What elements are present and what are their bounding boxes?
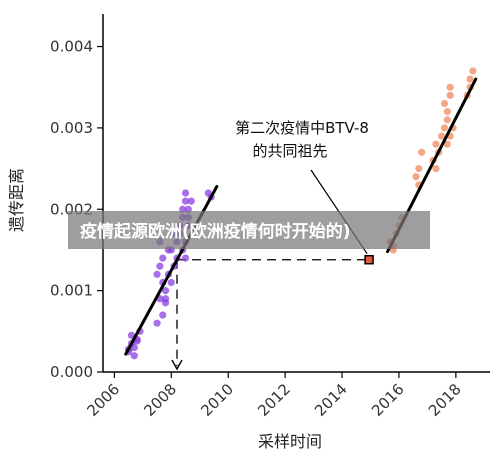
data-point-series-1 [187, 197, 195, 205]
y-tick-label: 0.001 [50, 282, 93, 300]
data-point-series-2 [440, 99, 449, 108]
data-point-series-1 [181, 197, 190, 205]
annotation-line-2: 的共同祖先 [252, 142, 327, 160]
data-point-series-2 [440, 124, 449, 132]
data-point-series-1 [162, 287, 170, 295]
x-ticks: 2006 2008 2010 2012 2014 2016 2018 [83, 372, 465, 420]
data-point-series-1 [162, 295, 170, 303]
data-point-series-1 [167, 278, 175, 287]
data-point-series-1 [181, 254, 190, 262]
ancestor-arrow-head [171, 359, 183, 371]
data-point-series-1 [156, 262, 164, 270]
axes [102, 14, 490, 373]
x-tick-label: 2008 [140, 380, 180, 420]
data-point-series-2 [432, 164, 440, 173]
annotation-line-1: 第二次疫情中BTV-8 [235, 119, 369, 137]
data-point-series-2 [469, 67, 477, 75]
y-tick-label: 0.004 [50, 38, 93, 56]
data-point-series-2 [432, 140, 440, 148]
data-point-series-2 [466, 75, 474, 83]
data-point-series-2 [446, 83, 454, 91]
y-axis-title: 遗传距离 [7, 168, 26, 232]
data-point-series-2 [446, 91, 454, 99]
data-point-series-1 [153, 270, 161, 278]
data-point-series-2 [415, 164, 423, 173]
data-point-series-2 [443, 108, 451, 116]
data-point-series-2 [412, 173, 420, 181]
y-tick-label: 0.000 [50, 363, 93, 381]
x-tick-label: 2012 [254, 380, 294, 420]
data-point-series-1 [159, 254, 167, 262]
data-point-series-2 [443, 140, 451, 148]
x-tick-label: 2014 [311, 380, 351, 420]
data-point-series-1 [130, 343, 138, 352]
data-point-series-1 [181, 189, 190, 197]
x-tick-label: 2010 [197, 380, 237, 420]
ancestor-marker [364, 254, 374, 265]
overlay-title: 疫情起源欧洲(欧洲疫情何时开始的) [80, 222, 351, 242]
data-point-series-1 [159, 311, 167, 319]
x-tick-label: 2018 [425, 380, 465, 420]
data-point-series-2 [443, 116, 451, 124]
data-point-series-1 [153, 319, 161, 327]
x-tick-label: 2006 [83, 380, 123, 420]
x-axis-title: 采样时间 [258, 432, 322, 451]
overlay-banner [68, 211, 430, 249]
data-point-series-2 [438, 132, 446, 140]
ancestor-guides [171, 259, 370, 371]
data-point-series-2 [418, 148, 426, 156]
y-tick-label: 0.003 [50, 119, 93, 137]
data-point-series-1 [130, 352, 138, 360]
x-tick-label: 2016 [368, 380, 408, 420]
